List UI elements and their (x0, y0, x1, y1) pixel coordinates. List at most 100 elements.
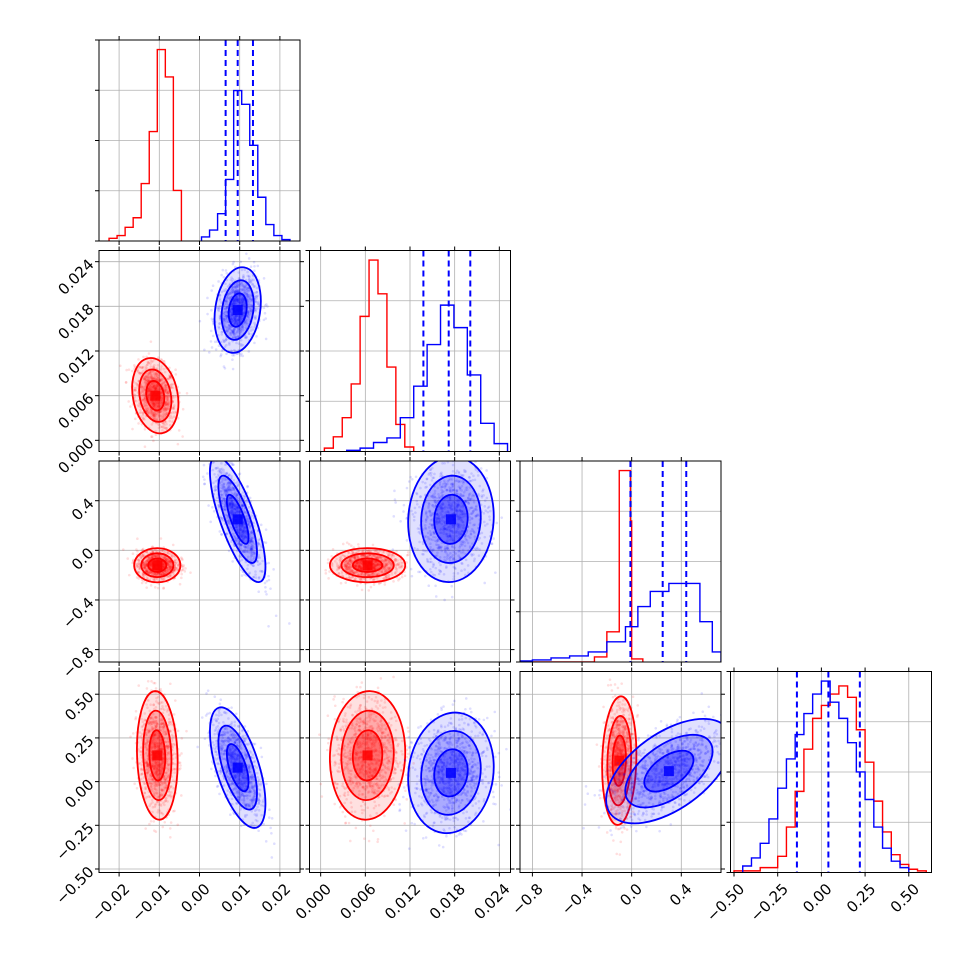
scatter-point (223, 500, 227, 504)
scatter-point (237, 506, 240, 510)
scatter-point (156, 404, 160, 408)
scatter-point (259, 569, 262, 573)
scatter-point (241, 491, 245, 494)
scatter-point (225, 489, 229, 492)
scatter-point (330, 562, 334, 565)
scatter-point (154, 433, 158, 437)
scatter-point (247, 550, 250, 554)
scatter-point (231, 320, 234, 324)
scatter-point (359, 564, 363, 568)
scatter-point (448, 529, 452, 533)
scatter-point (142, 369, 145, 373)
scatter-point (235, 285, 239, 289)
scatter-point (373, 564, 377, 568)
contour-line (131, 357, 180, 435)
scatter-point (227, 520, 230, 523)
scatter-point (382, 566, 386, 570)
scatter-point (164, 389, 167, 392)
scatter-point (384, 570, 387, 573)
scatter-point (458, 556, 462, 560)
scatter-point (232, 322, 236, 326)
scatter-point (243, 534, 246, 537)
scatter-point (143, 565, 147, 569)
scatter-point (462, 480, 466, 484)
scatter-point (250, 547, 254, 551)
scatter-point (232, 333, 236, 336)
scatter-point (164, 407, 168, 410)
scatter-point (157, 426, 161, 430)
scatter-point (225, 315, 229, 318)
scatter-point (388, 568, 391, 571)
scatter-point (217, 280, 220, 283)
scatter-point (154, 414, 158, 418)
scatter-point (240, 297, 244, 301)
scatter-point (162, 564, 166, 567)
scatter-point (240, 288, 244, 291)
scatter-point (223, 340, 226, 343)
scatter-point (151, 385, 155, 389)
panel-0-0 (95, 36, 301, 245)
scatter-point (166, 575, 170, 578)
scatter-point (429, 533, 432, 537)
scatter-point (247, 293, 251, 297)
scatter-point (231, 367, 235, 371)
scatter-point (233, 298, 237, 301)
scatter-point (228, 480, 232, 484)
scatter-point (368, 554, 371, 557)
scatter-point (432, 505, 436, 509)
scatter-point (152, 376, 156, 380)
scatter-point (231, 358, 234, 362)
scatter-point (252, 260, 256, 264)
scatter-point (436, 538, 439, 542)
scatter-point (231, 330, 235, 333)
scatter-point (238, 524, 241, 528)
scatter-point (169, 566, 173, 569)
scatter-point (149, 373, 153, 377)
scatter-point (237, 327, 240, 330)
scatter-point (235, 525, 239, 529)
scatter-point (252, 564, 255, 568)
scatter-point (239, 535, 243, 538)
scatter-point (180, 564, 184, 568)
scatter-point (452, 565, 456, 569)
scatter-point (250, 309, 253, 313)
scatter-point (151, 550, 154, 554)
scatter-point (151, 385, 155, 389)
scatter-point (141, 573, 145, 577)
scatter-point (232, 329, 235, 333)
scatter-point (254, 309, 257, 313)
scatter-point (147, 387, 150, 390)
scatter-point (235, 506, 239, 510)
scatter-point (230, 503, 233, 507)
scatter-point (228, 291, 231, 294)
scatter-point (148, 388, 151, 392)
scatter-point (226, 488, 230, 491)
scatter-point (228, 502, 231, 506)
scatter-point (225, 490, 228, 494)
scatter-point (226, 316, 229, 320)
scatter-point (221, 330, 224, 334)
scatter-point (437, 546, 440, 550)
scatter-point (147, 406, 150, 410)
scatter-point (234, 291, 237, 294)
scatter-point (165, 403, 168, 407)
scatter-point (453, 523, 457, 527)
scatter-point (345, 568, 349, 572)
scatter-point (237, 473, 241, 476)
scatter-point (391, 553, 395, 557)
scatter-point (250, 540, 253, 544)
scatter-point (158, 378, 162, 381)
scatter-point (232, 479, 236, 482)
scatter-point (234, 297, 237, 301)
scatter-point (236, 300, 240, 304)
density-peak (152, 560, 163, 571)
scatter-point (256, 560, 260, 563)
scatter-point (431, 504, 434, 507)
scatter-point (220, 516, 224, 520)
scatter-point (169, 560, 172, 563)
scatter-point (155, 401, 159, 405)
scatter-point (238, 542, 242, 546)
scatter-point (468, 545, 472, 548)
scatter-point (233, 504, 236, 507)
scatter-point (163, 557, 167, 560)
